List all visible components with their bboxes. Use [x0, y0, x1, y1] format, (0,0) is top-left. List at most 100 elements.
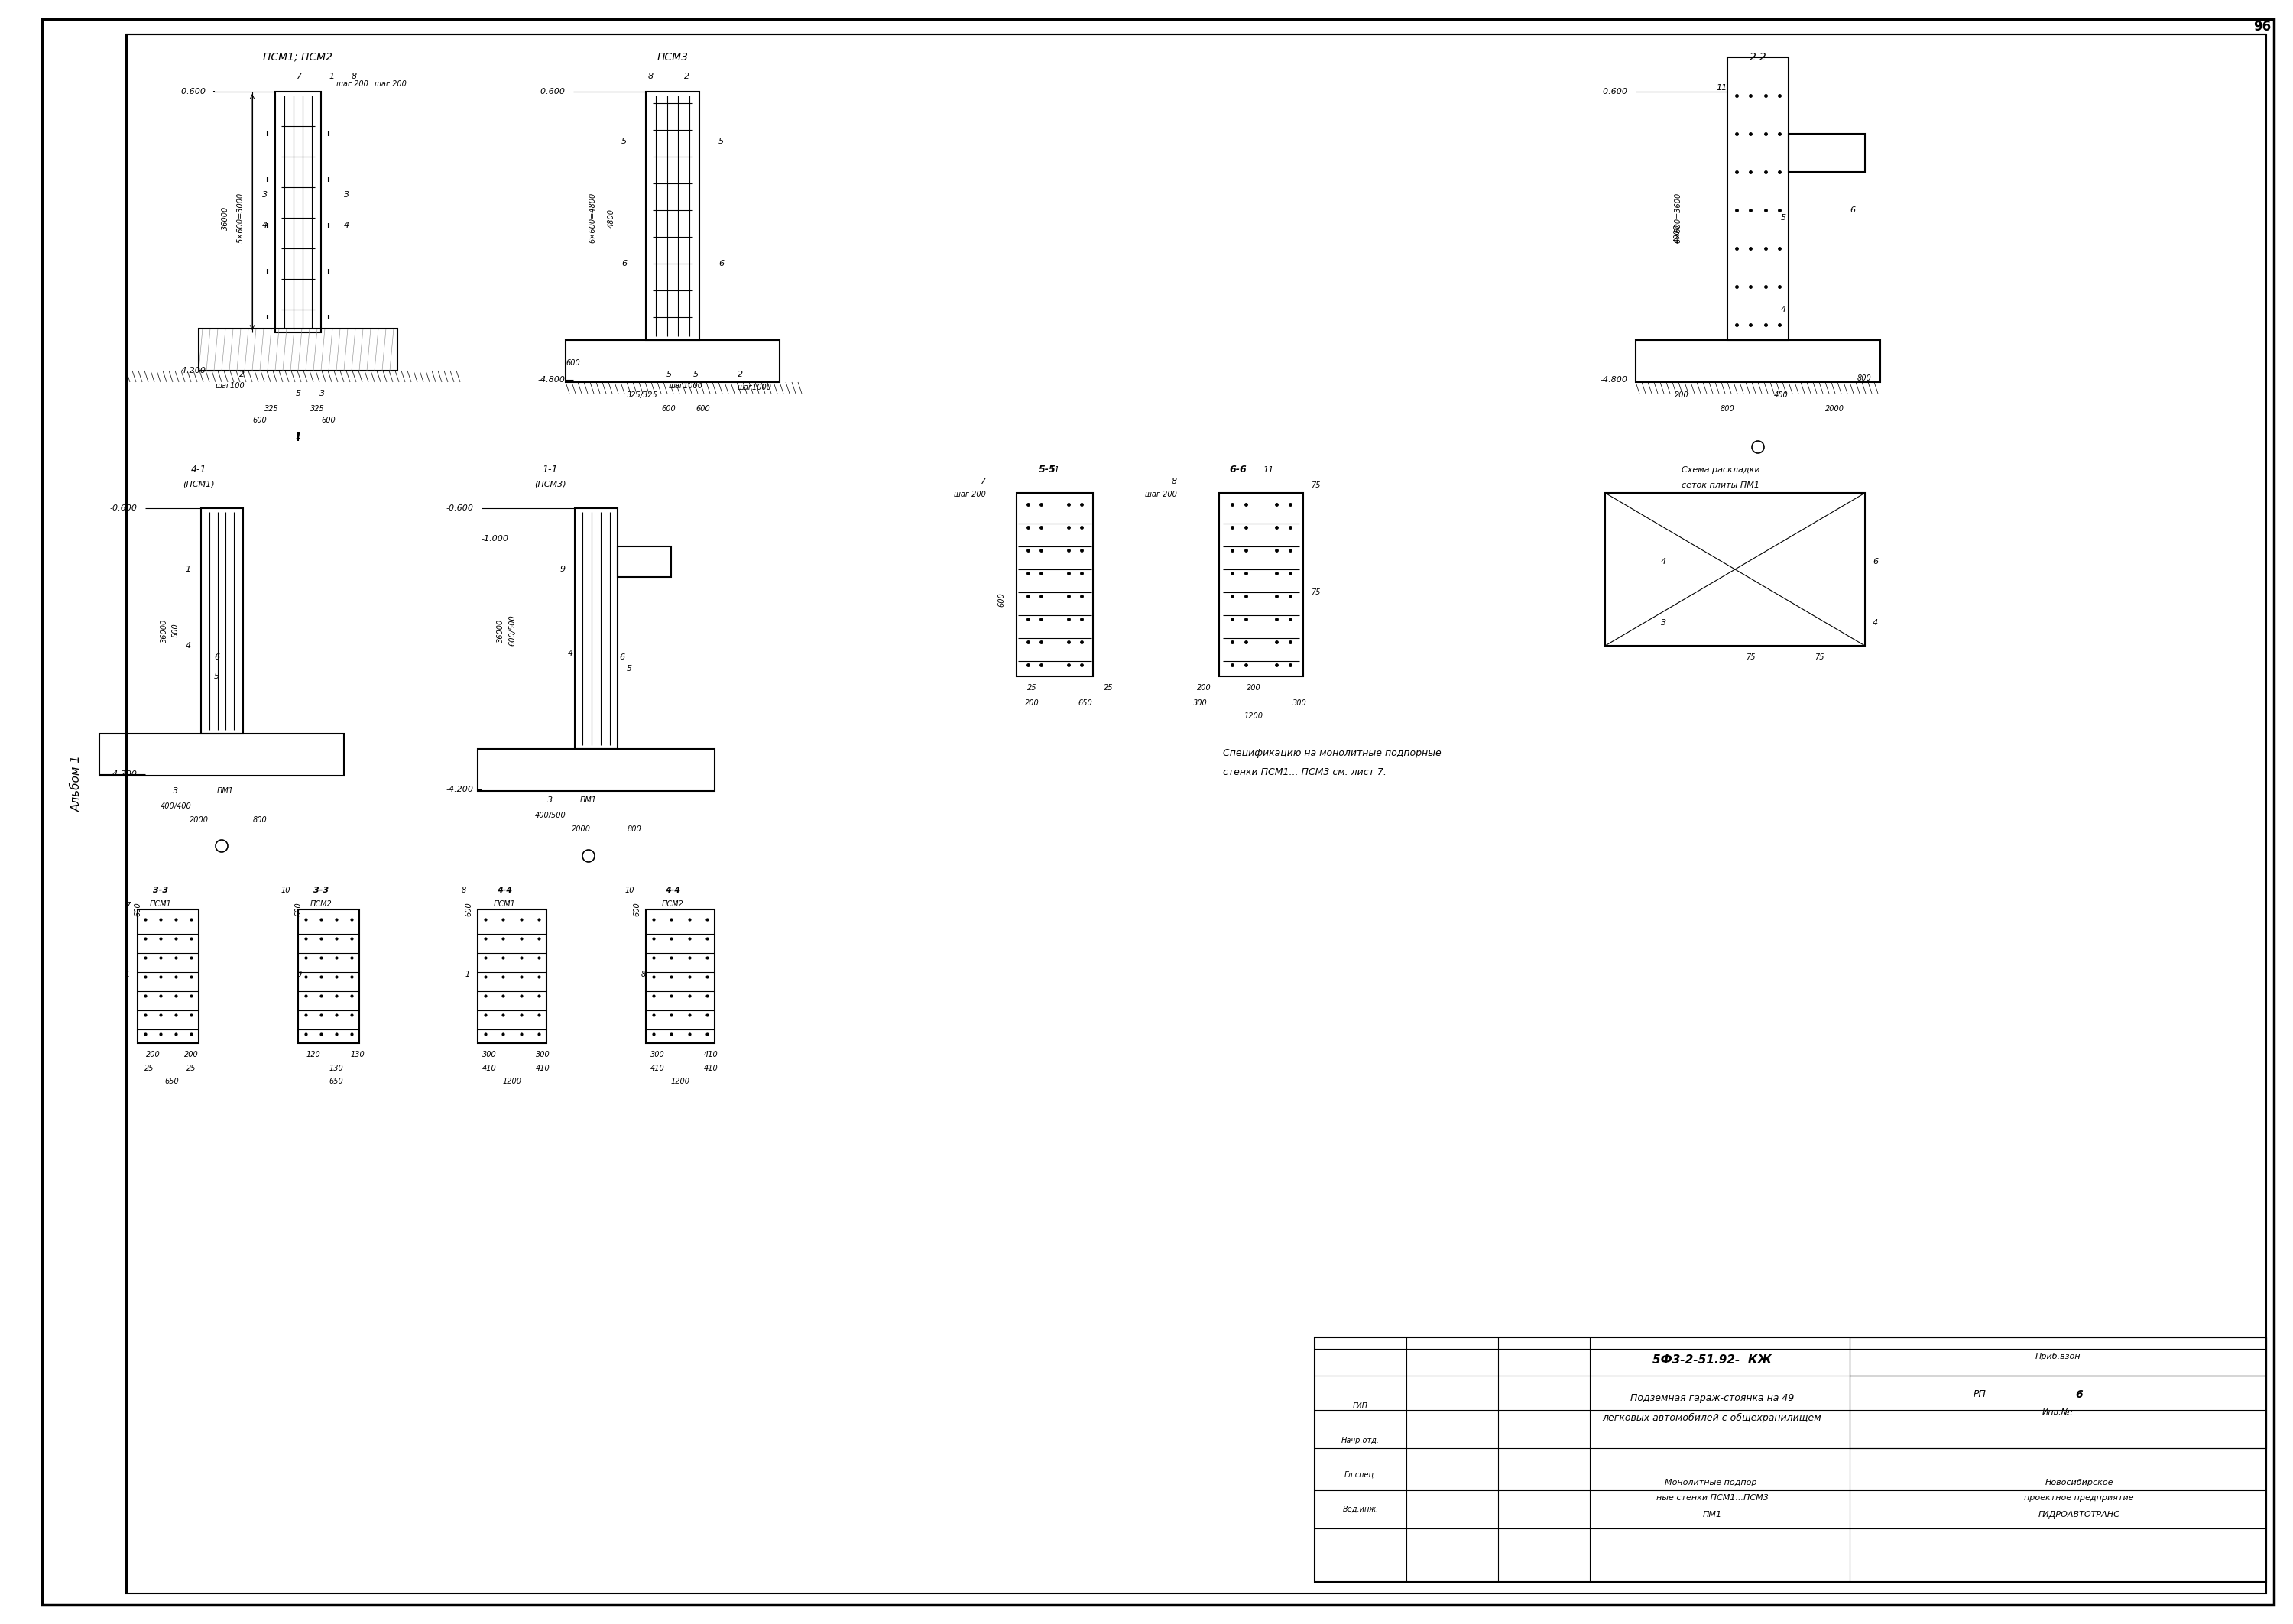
Text: 1: 1: [465, 971, 470, 978]
Text: ные стенки ПСМ1...ПСМ3: ные стенки ПСМ1...ПСМ3: [1656, 1494, 1768, 1502]
Text: Схема раскладки: Схема раскладки: [1681, 466, 1761, 474]
Text: 1: 1: [186, 565, 190, 573]
Text: 410: 410: [482, 1065, 495, 1072]
Bar: [1727, 57, 1789, 339]
Text: Новосибирское: Новосибирское: [2045, 1479, 2114, 1486]
Text: ГИДРОАВТОТРАНС: ГИДРОАВТОТРАНС: [2038, 1510, 2119, 1518]
Text: 650: 650: [1078, 700, 1091, 706]
Text: 600: 600: [321, 416, 335, 424]
Bar: [275, 91, 321, 333]
Text: 300: 300: [651, 1051, 665, 1059]
Text: Подземная гараж-стоянка на 49: Подземная гараж-стоянка на 49: [1630, 1393, 1793, 1403]
Text: 1200: 1200: [670, 1078, 690, 1085]
Text: ПСМ1: ПСМ1: [493, 900, 516, 908]
Text: 8: 8: [1172, 477, 1176, 486]
Text: 10: 10: [624, 887, 635, 895]
Bar: [566, 339, 780, 382]
Text: 400/500: 400/500: [534, 812, 566, 818]
Text: ПМ1: ПМ1: [1701, 1510, 1722, 1518]
Text: 36000: 36000: [161, 619, 167, 643]
Text: 2: 2: [238, 370, 245, 378]
Text: проектное предприятие: проектное предприятие: [2025, 1494, 2135, 1502]
Text: 3: 3: [319, 390, 326, 398]
Text: 5: 5: [718, 138, 725, 145]
Text: 400/400: 400/400: [161, 802, 190, 810]
Text: 130: 130: [351, 1051, 365, 1059]
Bar: [1314, 1338, 2265, 1582]
Text: 11: 11: [1717, 84, 1727, 91]
Text: 600: 600: [566, 359, 580, 367]
Bar: [138, 909, 199, 1043]
Text: (ПСМ1): (ПСМ1): [183, 481, 216, 487]
Text: 1: 1: [296, 430, 300, 440]
Text: Спецификацию на монолитные подпорные: Спецификацию на монолитные подпорные: [1222, 747, 1442, 758]
Text: 3: 3: [261, 192, 268, 198]
Text: 4-1: 4-1: [190, 464, 206, 474]
Text: 6×600=4800: 6×600=4800: [589, 193, 596, 244]
Text: 325/325: 325/325: [626, 391, 658, 400]
Text: шаг1000: шаг1000: [670, 382, 704, 390]
Text: 11: 11: [1263, 466, 1275, 474]
Text: 6: 6: [1850, 206, 1855, 214]
Text: 6: 6: [619, 653, 624, 661]
Text: РП: РП: [1974, 1390, 1986, 1400]
Text: 3: 3: [1660, 619, 1667, 627]
Text: 75: 75: [1814, 653, 1823, 661]
Text: 5-5: 5-5: [1039, 464, 1055, 474]
Text: ПМ1: ПМ1: [580, 796, 596, 804]
Text: 600: 600: [633, 903, 640, 916]
Text: ПМ1: ПМ1: [218, 788, 234, 794]
Text: 300: 300: [482, 1051, 495, 1059]
Text: 1: 1: [328, 73, 335, 80]
Text: 8: 8: [351, 73, 358, 80]
Bar: [576, 508, 617, 749]
Text: 4: 4: [186, 641, 190, 650]
Text: -0.600: -0.600: [539, 88, 566, 96]
Text: 410: 410: [537, 1065, 550, 1072]
Text: 200: 200: [147, 1051, 161, 1059]
Bar: [1850, 1338, 2265, 1376]
Text: шаг 200: шаг 200: [1144, 490, 1176, 499]
Text: -4.800: -4.800: [539, 377, 566, 383]
Text: 4: 4: [569, 650, 573, 658]
Text: ПСМ3: ПСМ3: [656, 52, 688, 63]
Text: 7: 7: [296, 73, 303, 80]
Bar: [199, 328, 397, 370]
Text: 5×600=3000: 5×600=3000: [236, 193, 245, 244]
Text: 600: 600: [465, 903, 472, 916]
Text: 800: 800: [1857, 375, 1871, 382]
Text: 3: 3: [172, 788, 179, 794]
Text: 410: 410: [651, 1065, 665, 1072]
Text: 6: 6: [213, 653, 220, 661]
Bar: [1605, 494, 1864, 646]
Text: 8: 8: [649, 73, 654, 80]
Text: 4: 4: [1782, 305, 1786, 313]
Text: сеток плиты ПМ1: сеток плиты ПМ1: [1681, 481, 1759, 489]
Text: ПСМ1; ПСМ2: ПСМ1; ПСМ2: [264, 52, 332, 63]
Text: легковых автомобилей с общехранилищем: легковых автомобилей с общехранилищем: [1603, 1413, 1821, 1423]
Text: 6-6: 6-6: [1229, 464, 1247, 474]
Text: шаг 200: шаг 200: [374, 80, 406, 88]
Text: -0.600: -0.600: [1601, 88, 1628, 96]
Text: 6×600=3600: 6×600=3600: [1674, 193, 1681, 244]
Text: 2000: 2000: [571, 825, 592, 833]
Text: 300: 300: [537, 1051, 550, 1059]
Text: 5: 5: [1782, 214, 1786, 221]
Text: 8: 8: [461, 887, 465, 895]
Bar: [298, 909, 360, 1043]
Text: -1.000: -1.000: [482, 534, 509, 542]
Bar: [202, 508, 243, 734]
Text: 75: 75: [1745, 653, 1754, 661]
Text: 6: 6: [718, 260, 725, 268]
Text: 600: 600: [252, 416, 266, 424]
Text: 1-1: 1-1: [543, 464, 557, 474]
Text: 300: 300: [1293, 700, 1307, 706]
Text: 200: 200: [1674, 391, 1688, 400]
Text: 2: 2: [683, 73, 690, 80]
Text: 7: 7: [981, 477, 986, 486]
Text: 6: 6: [2075, 1390, 2082, 1400]
Bar: [617, 546, 672, 577]
Text: ГИП: ГИП: [1353, 1403, 1369, 1410]
Text: 4: 4: [1660, 559, 1667, 565]
Text: 600: 600: [133, 903, 142, 916]
